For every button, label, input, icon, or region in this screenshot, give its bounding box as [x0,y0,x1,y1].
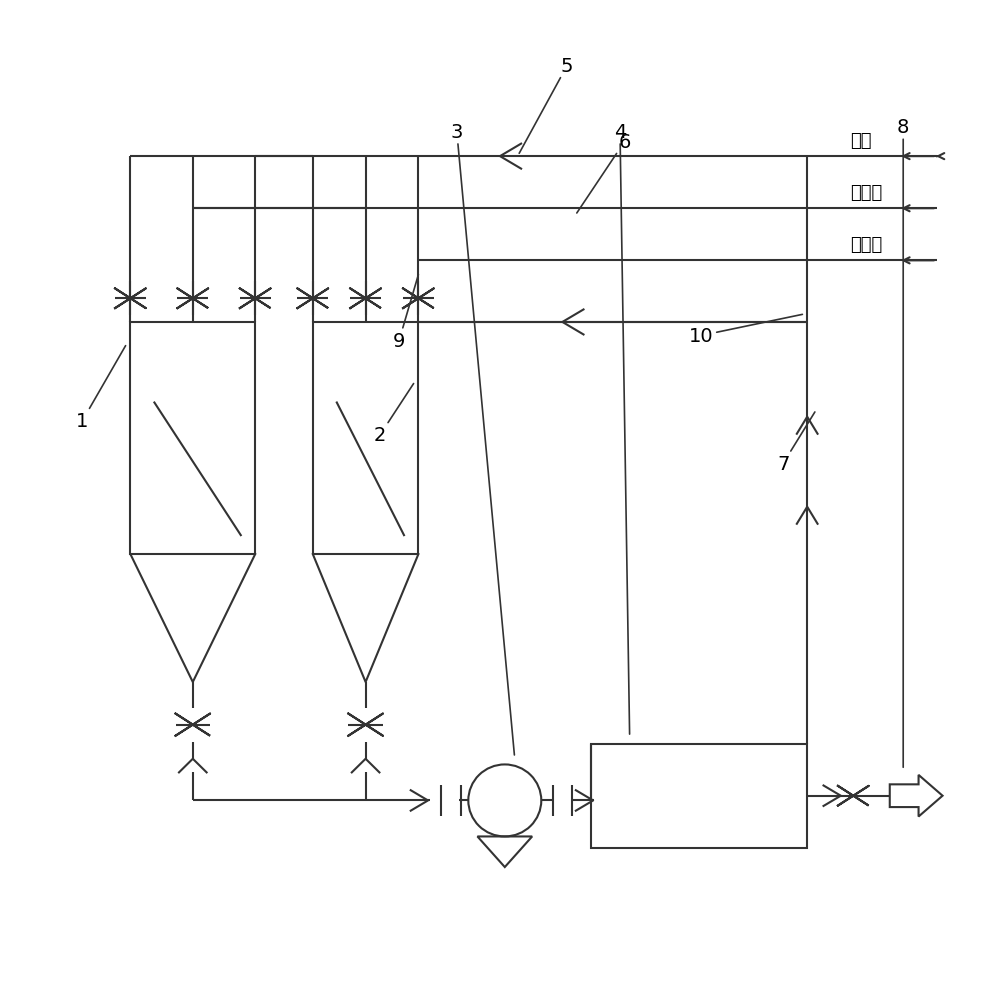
Text: 5: 5 [519,57,573,154]
Text: 7: 7 [777,412,815,473]
Bar [313,322,418,554]
Text: 6: 6 [577,132,631,214]
Text: 3: 3 [451,123,514,755]
Bar [130,322,255,554]
Text: 4: 4 [614,123,630,735]
Text: 10: 10 [689,316,802,345]
Text: 软水: 软水 [850,131,872,150]
Text: 酸溶液: 酸溶液 [850,183,883,201]
Text: 1: 1 [76,346,126,431]
Bar [591,743,807,848]
Text: 9: 9 [393,275,418,350]
Text: 8: 8 [897,118,909,767]
Text: 2: 2 [374,385,414,445]
Text: 碱溶液: 碱溶液 [850,236,883,253]
